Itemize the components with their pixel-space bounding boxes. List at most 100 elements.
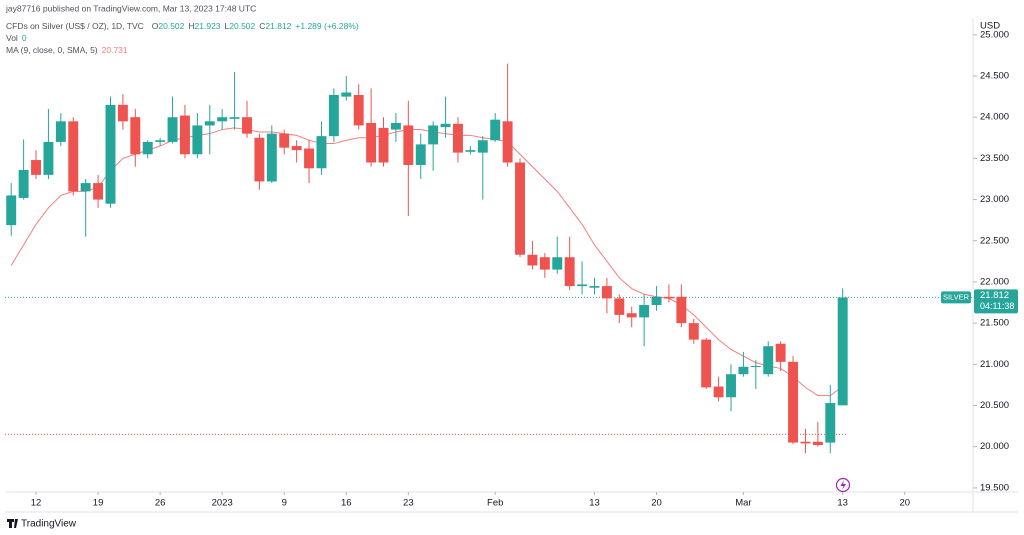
event-icon-bolt <box>840 480 846 490</box>
y-tick-label: 20.500 <box>980 400 1009 411</box>
candle-body <box>800 441 811 444</box>
candle-body <box>167 117 178 142</box>
candle-body <box>266 133 277 182</box>
y-tick-label: 25.000 <box>980 29 1009 40</box>
ohlc-prefix: L <box>225 21 230 31</box>
candle-body <box>453 123 463 153</box>
brand: TradingView <box>21 519 77 530</box>
candle-body <box>6 195 17 226</box>
candle-body <box>43 141 54 175</box>
candle-body <box>80 183 91 192</box>
x-tick-label: 20 <box>899 498 910 509</box>
x-tick-label: 2023 <box>212 498 233 509</box>
candle-body <box>18 169 29 198</box>
x-tick-label: 23 <box>403 498 414 509</box>
y-tick-label: 19.500 <box>980 482 1009 493</box>
candle-body <box>577 284 588 287</box>
x-tick-label: 13 <box>837 498 848 509</box>
currency: USD <box>980 21 1000 32</box>
x-tick-label: Mar <box>735 498 751 509</box>
candle-body <box>105 104 116 204</box>
candle-body <box>539 257 550 270</box>
x-tick-label: 16 <box>341 498 352 509</box>
candle-body <box>142 141 153 155</box>
brand-logo: TradingView <box>7 519 77 530</box>
candle-body <box>763 346 774 375</box>
ohlc-value: 20.502 <box>229 21 255 31</box>
ohlc-value: 21.923 <box>195 21 221 31</box>
candle-body <box>117 104 128 122</box>
x-tick-label: Feb <box>487 498 503 509</box>
x-tick-label: 13 <box>589 498 600 509</box>
candle-body <box>750 365 761 367</box>
candle-body <box>291 146 302 151</box>
candle-body <box>440 123 451 128</box>
candle-body <box>601 286 612 299</box>
candle-body <box>477 140 488 153</box>
y-tick-label: 24.000 <box>980 112 1009 123</box>
x-tick-label: 9 <box>282 498 287 509</box>
candle-body <box>713 386 724 398</box>
candle-body <box>378 127 389 163</box>
candle-body <box>204 121 215 126</box>
candle-body <box>341 92 352 97</box>
ohlc-prefix: O <box>152 21 159 31</box>
publisher: jay87716 published on TradingView.com, M… <box>5 3 256 13</box>
candle-body <box>55 121 66 142</box>
candle-body <box>403 125 414 165</box>
candle-body <box>242 117 252 134</box>
candle-body <box>688 323 699 340</box>
legend-volume: Vol 0 <box>6 33 27 43</box>
candle-body <box>179 115 190 155</box>
candle-body <box>701 339 712 388</box>
candle-body <box>502 121 513 163</box>
symbol-tag: SILVER <box>943 292 970 301</box>
candle-body <box>328 94 339 137</box>
candle-body <box>31 160 41 175</box>
candle-body <box>812 441 823 446</box>
candle-body <box>490 119 501 141</box>
candle-body <box>788 361 799 443</box>
candle-body <box>465 150 476 152</box>
candle-body <box>366 122 377 163</box>
x-tick-label: 26 <box>155 498 166 509</box>
candle-body <box>304 148 315 169</box>
y-tick-label: 22.000 <box>980 276 1009 287</box>
candle-body <box>254 137 265 182</box>
candle-body <box>825 403 836 443</box>
ohlc-prefix: C <box>259 21 265 31</box>
symbol: CFDs on Silver (US$ / OZ), 1D, TVC <box>6 21 144 31</box>
symbol-tag-bg <box>941 291 971 304</box>
x-tick-label: 12 <box>31 498 42 509</box>
candle-body <box>552 257 563 270</box>
change: +1.289 (+6.28%) <box>295 21 358 31</box>
price-tag-bg <box>974 289 1018 314</box>
candle-body <box>428 125 439 145</box>
candle-body <box>614 298 625 315</box>
y-tick-label: 23.500 <box>980 153 1009 164</box>
candle-body <box>217 117 228 122</box>
candle-body <box>738 366 749 375</box>
candle-body <box>192 125 203 155</box>
countdown: 04:11:38 <box>980 301 1014 311</box>
candle-body <box>676 296 687 324</box>
ohlc-prefix: H <box>188 21 194 31</box>
candle-body <box>93 183 104 200</box>
candle-body <box>726 374 736 398</box>
candle-body <box>515 162 525 255</box>
legend-symbol: CFDs on Silver (US$ / OZ), 1D, TVC O 20.50… <box>6 21 359 31</box>
candle-body <box>651 296 662 306</box>
candle-body <box>589 286 600 288</box>
y-tick-label: 21.000 <box>980 359 1009 370</box>
candle-body <box>229 117 240 119</box>
price-tag: 21.812 <box>980 290 1009 301</box>
ma-value: 20.731 <box>102 45 128 55</box>
candle-body <box>663 296 674 299</box>
candle-body <box>527 254 538 266</box>
candle-body <box>639 305 650 318</box>
y-tick-label: 21.500 <box>980 318 1009 329</box>
candle-body <box>564 257 575 287</box>
y-tick-label: 23.000 <box>980 194 1009 205</box>
